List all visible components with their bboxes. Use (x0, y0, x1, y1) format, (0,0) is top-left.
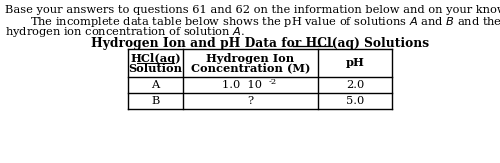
Text: -2: -2 (268, 77, 276, 86)
Text: A: A (152, 80, 160, 90)
Text: pH: pH (346, 58, 364, 68)
Text: 2.0: 2.0 (346, 80, 364, 90)
Text: 1.0  10: 1.0 10 (222, 80, 262, 90)
Text: Hydrogen Ion: Hydrogen Ion (206, 52, 294, 64)
Text: Solution: Solution (128, 62, 182, 74)
Text: 5.0: 5.0 (346, 96, 364, 106)
Text: Concentration (M): Concentration (M) (191, 62, 310, 74)
Text: B: B (152, 96, 160, 106)
Text: Base your answers to questions 61 and 62 on the information below and on your kn: Base your answers to questions 61 and 62… (5, 5, 500, 15)
Text: HCl(aq): HCl(aq) (130, 52, 181, 64)
Text: Hydrogen Ion and pH Data for HCl(aq) Solutions: Hydrogen Ion and pH Data for HCl(aq) Sol… (91, 37, 429, 50)
Text: hydrogen ion concentration of solution $\mathit{A}$.: hydrogen ion concentration of solution $… (5, 25, 245, 39)
Text: The incomplete data table below shows the pH value of solutions $\mathit{A}$ and: The incomplete data table below shows th… (30, 15, 500, 29)
Text: ?: ? (248, 96, 254, 106)
